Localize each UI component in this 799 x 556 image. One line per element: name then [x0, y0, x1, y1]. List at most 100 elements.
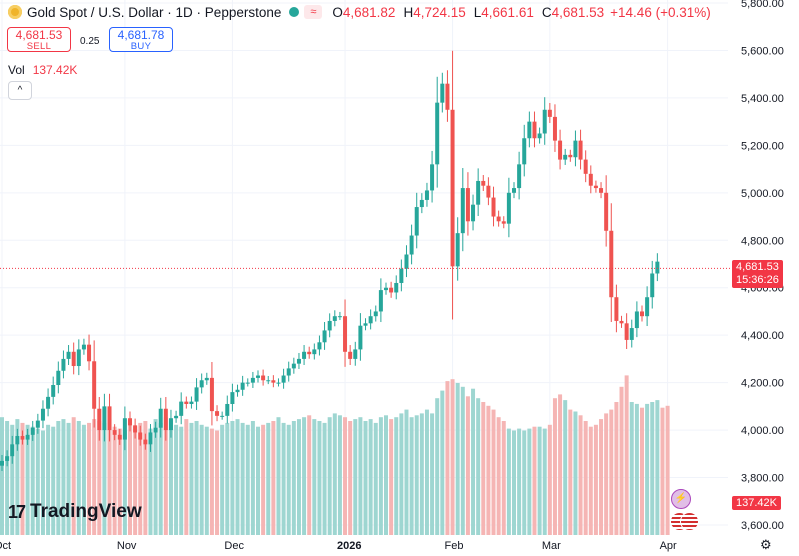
- market-open-icon: [289, 7, 300, 17]
- volume-bar: [107, 419, 112, 535]
- volume-bar: [348, 421, 353, 535]
- economic-events-icon[interactable]: [670, 512, 702, 531]
- candle-body: [552, 116, 557, 141]
- y-tick-label: 5,800.00: [741, 0, 784, 10]
- candle-body: [414, 207, 419, 236]
- x-tick-label: Dec: [224, 540, 244, 552]
- candle-body: [245, 382, 250, 384]
- candle-body: [363, 323, 368, 326]
- volume-bar: [593, 424, 598, 535]
- candle-body: [650, 273, 655, 298]
- y-tick-label: 3,800.00: [741, 473, 784, 485]
- tradingview-logo[interactable]: 17 TradingView: [8, 501, 142, 523]
- candle-body: [486, 185, 491, 198]
- candle-body: [634, 311, 639, 329]
- buy-button[interactable]: 4,681.78 BUY: [109, 27, 173, 52]
- candle-body: [148, 432, 153, 445]
- volume-bar: [604, 413, 609, 535]
- symbol-title[interactable]: Gold Spot / U.S. Dollar · 1D · Peppersto…: [27, 4, 282, 20]
- candle-body: [46, 396, 51, 409]
- candle-body: [87, 344, 92, 362]
- candle-body: [15, 436, 20, 445]
- candle-body: [220, 415, 225, 417]
- candle-body: [517, 164, 522, 189]
- candle-body: [122, 418, 127, 440]
- close-label: C: [541, 4, 552, 20]
- volume-bar: [419, 413, 424, 535]
- sell-button[interactable]: 4,681.53 SELL: [7, 27, 71, 52]
- volume-bar: [266, 422, 271, 535]
- candle-body: [609, 230, 614, 298]
- volume-bar: [117, 428, 122, 535]
- volume-bar: [322, 422, 327, 535]
- candle-body: [56, 370, 61, 386]
- candle-body: [435, 102, 440, 165]
- candle-body: [322, 330, 327, 343]
- volume-bar: [645, 403, 650, 535]
- volume-bar: [291, 421, 296, 535]
- volume-bar: [588, 426, 593, 535]
- y-tick-label: 3,600.00: [741, 520, 784, 532]
- candle-body: [97, 408, 102, 431]
- candle-body: [424, 190, 429, 200]
- candle-body: [71, 351, 76, 367]
- candle-body: [645, 297, 650, 317]
- volume-bar: [435, 398, 440, 535]
- volume-bar: [184, 419, 189, 535]
- candle-body: [35, 420, 40, 428]
- candle-body: [358, 325, 363, 350]
- volume-bar: [640, 407, 644, 535]
- candle-body: [445, 83, 450, 110]
- volume-bar: [174, 424, 179, 535]
- volume-bar: [532, 426, 537, 535]
- price-series: [0, 50, 660, 472]
- candle-body: [153, 427, 158, 433]
- candle-body: [522, 138, 527, 165]
- candle-body: [296, 358, 301, 364]
- candle-body: [419, 199, 424, 208]
- volume-bar: [629, 402, 634, 535]
- candle-body: [276, 382, 281, 384]
- volume-bar: [445, 381, 450, 535]
- y-tick-label: 4,400.00: [741, 330, 784, 342]
- volume-bar: [460, 386, 465, 535]
- x-tick-label: Mar: [541, 540, 561, 552]
- volume-bar: [261, 424, 266, 535]
- candle-body: [225, 403, 230, 416]
- volume-bar: [506, 428, 511, 535]
- candle-body: [20, 436, 25, 440]
- candle-body: [491, 197, 496, 217]
- candle-body: [506, 192, 511, 224]
- candle-body: [204, 377, 209, 381]
- volume-bar: [102, 422, 107, 535]
- volume-bar: [563, 400, 568, 535]
- gear-icon[interactable]: ⚙: [760, 537, 772, 552]
- spread-value: 0.25: [80, 36, 100, 47]
- volume-bar: [399, 413, 404, 535]
- candle-body: [619, 320, 624, 324]
- tradingview-logo-text: TradingView: [30, 501, 142, 522]
- volume-bar: [619, 386, 624, 535]
- volume-bar: [471, 388, 476, 535]
- volume-bar: [430, 413, 435, 535]
- candle-body: [133, 425, 138, 433]
- volume-bar: [220, 424, 225, 535]
- volume-bar: [599, 419, 604, 535]
- lightning-event-icon[interactable]: ⚡: [671, 489, 691, 509]
- candle-body: [327, 320, 332, 331]
- candle-body: [476, 180, 481, 205]
- volume-bar: [122, 430, 127, 535]
- candle-body: [30, 427, 35, 435]
- candle-body: [128, 418, 132, 426]
- volume-bar: [148, 428, 153, 535]
- candle-body: [143, 439, 148, 445]
- collapse-legend-button[interactable]: ^: [8, 81, 32, 100]
- candle-body: [481, 180, 486, 186]
- volume-bar: [66, 422, 71, 535]
- volume-bar: [414, 415, 419, 535]
- volume-bar: [230, 421, 235, 535]
- volume-bar: [327, 417, 332, 535]
- candle-body: [496, 216, 501, 222]
- volume-bar: [281, 422, 286, 535]
